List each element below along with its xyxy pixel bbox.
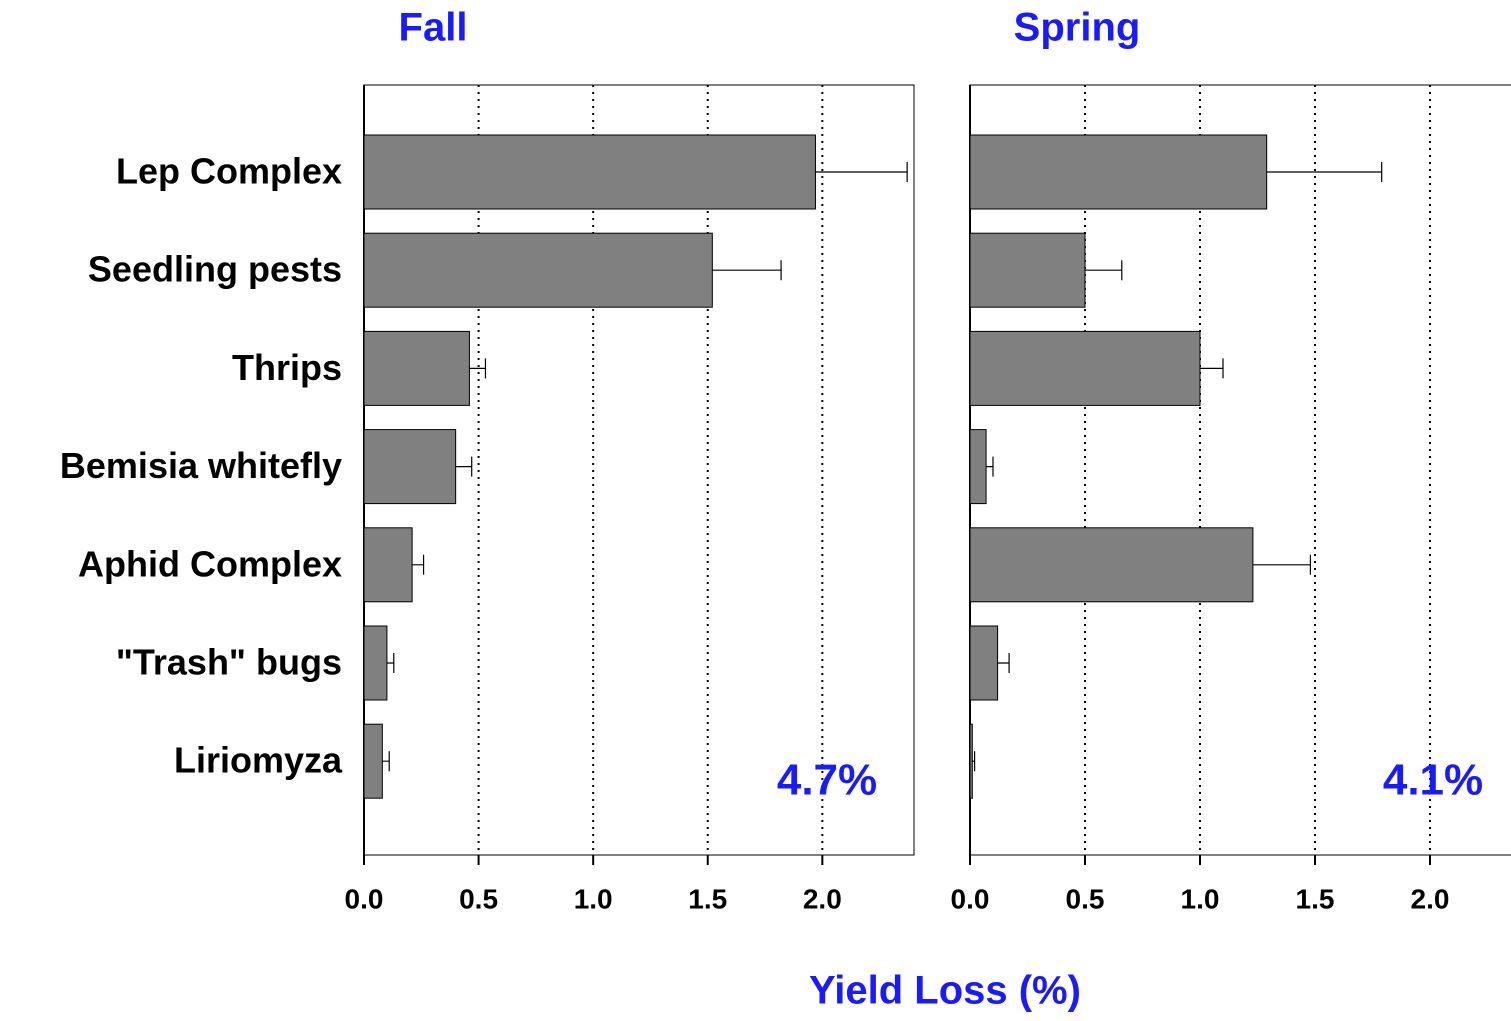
y-tick-label: Aphid Complex [78,543,342,584]
x-axis-label: Yield Loss (%) [809,969,1081,1013]
x-tick-label: 1.0 [574,883,613,914]
error-bar [382,751,390,772]
bar [969,232,1086,308]
annotation: 4.7% [777,756,877,805]
bar [363,625,388,701]
error-bar [412,554,425,575]
y-tick-label: Bemisia whitefly [60,445,342,486]
x-tick-label: 0.5 [1066,883,1105,914]
y-tick-label: "Trash" bugs [116,642,342,683]
x-tick-label: 2.0 [1411,883,1450,914]
error-bar [1085,260,1123,281]
error-bar [1200,358,1224,379]
x-tick-label: 1.0 [1181,883,1220,914]
error-bar [386,653,395,673]
bar [969,134,1268,210]
bar [969,625,999,701]
bar [969,429,987,505]
error-bar [972,751,976,772]
x-tick-label: 2.0 [803,883,842,914]
error-bar [1266,162,1383,182]
y-tick-label: Seedling pests [88,249,342,290]
bar [363,330,470,406]
bar [363,723,383,799]
x-tick-label: 0.5 [459,883,498,914]
x-tick-label: 0.0 [951,883,990,914]
bar [363,429,457,505]
error-bar [712,260,782,281]
bar [969,527,1254,603]
annotation: 4.1% [1383,756,1483,805]
x-tick-label: 0.0 [345,883,384,914]
error-bar [469,358,487,379]
y-tick-label: Liriomyza [174,740,343,781]
y-tick-label: Lep Complex [116,151,342,192]
bar [363,134,816,210]
error-bar [986,456,994,477]
bar [969,330,1201,406]
chart-title: Spring [1014,6,1141,50]
error-bar [455,456,473,477]
x-tick-label: 1.5 [1296,883,1335,914]
chart-title: Fall [399,6,468,50]
error-bar [997,653,1010,673]
x-tick-label: 1.5 [688,883,727,914]
bar [363,232,713,308]
bar [363,527,413,603]
error-bar [1252,554,1311,575]
error-bar [815,162,908,182]
bar [969,723,973,799]
y-tick-label: Thrips [232,347,342,388]
